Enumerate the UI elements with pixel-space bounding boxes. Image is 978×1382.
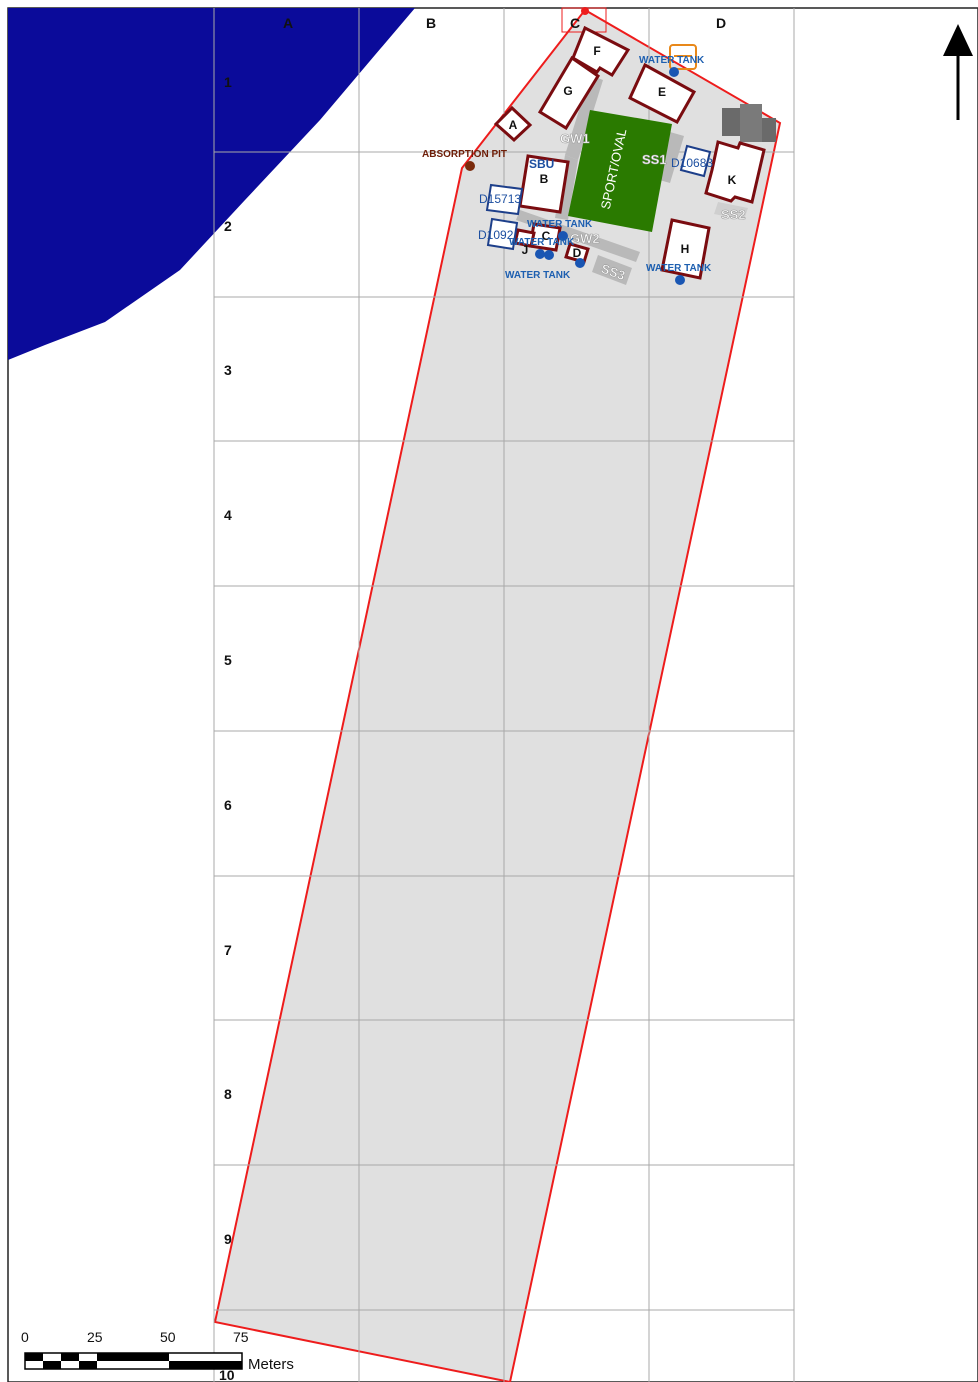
label-ss1: SS1 <box>642 152 667 167</box>
scale-tick-0: 0 <box>21 1329 29 1345</box>
scale-bar: 0 25 50 75 Meters <box>21 1329 294 1373</box>
building-g-label: G <box>563 84 572 98</box>
site-marker-point <box>581 7 589 15</box>
column-label-d: D <box>716 15 726 31</box>
building-d10926-label: D1092 <box>478 228 514 242</box>
building-h <box>660 218 711 280</box>
row-label-10: 10 <box>219 1367 235 1382</box>
row-label-6: 6 <box>224 797 232 813</box>
north-arrow-icon <box>943 24 973 120</box>
row-label-4: 4 <box>224 507 232 523</box>
building-d10683-label: D10683 <box>671 156 713 170</box>
row-label-5: 5 <box>224 652 232 668</box>
building-f-label: F <box>593 44 600 58</box>
water-tank-overlap1-label: WATER TANK <box>527 219 593 230</box>
water-tank-bottom-left-label: WATER TANK <box>505 270 571 281</box>
water-tank-d-point <box>575 258 585 268</box>
building-j <box>513 228 536 248</box>
building-d-label: D <box>573 246 582 260</box>
building-d10926 <box>486 217 519 251</box>
column-label-c: C <box>570 15 580 31</box>
building-j-label: J <box>522 243 529 257</box>
column-label-a: A <box>283 15 293 31</box>
water-tank-bl-point-2 <box>544 250 554 260</box>
building-d15713 <box>485 183 524 216</box>
road-ss3 <box>592 255 632 285</box>
scale-tick-25: 25 <box>87 1329 103 1345</box>
row-label-7: 7 <box>224 942 232 958</box>
building-k <box>704 140 766 204</box>
water-tank-right-label: WATER TANK <box>646 263 712 274</box>
building-g <box>537 55 601 131</box>
water-tank-top-point <box>669 67 679 77</box>
water-tank-right-point <box>675 275 685 285</box>
building-e-label: E <box>658 85 666 99</box>
row-label-2: 2 <box>224 218 232 234</box>
column-label-b: B <box>426 15 436 31</box>
scale-tick-50: 50 <box>160 1329 176 1345</box>
row-label-3: 3 <box>224 362 232 378</box>
row-label-1: 1 <box>224 74 232 90</box>
label-gw2: GW2 <box>570 231 600 246</box>
label-gw1: GW1 <box>560 131 590 146</box>
gray-structures <box>722 104 776 142</box>
building-c-label: C <box>542 229 551 243</box>
scale-unit-label: Meters <box>248 1356 294 1373</box>
label-sbu: SBU <box>529 157 554 171</box>
water-tank-bl-point-1 <box>535 249 545 259</box>
water-body <box>8 8 415 360</box>
road-gw1 <box>565 75 603 160</box>
tank-symbol-top <box>669 44 697 70</box>
absorption-pit-label: ABSORPTION PIT <box>422 149 507 160</box>
scale-tick-75: 75 <box>233 1329 249 1345</box>
row-label-8: 8 <box>224 1086 232 1102</box>
water-tank-overlap2-label: WATER TANK <box>509 237 575 248</box>
road-south <box>516 210 640 262</box>
absorption-pit-point <box>465 161 475 171</box>
building-e <box>628 62 697 124</box>
building-b-label: B <box>540 172 549 186</box>
building-h-label: H <box>681 242 690 256</box>
building-k-label: K <box>728 173 737 187</box>
label-ss2: SS2 <box>721 207 746 222</box>
building-a <box>493 105 533 143</box>
building-d10683 <box>679 144 712 178</box>
building-a-label: A <box>509 118 518 132</box>
road-ss2 <box>714 202 748 220</box>
water-tank-center-point <box>558 231 568 241</box>
water-tank-top-label: WATER TANK <box>639 55 705 66</box>
sport-oval <box>568 110 672 232</box>
building-d15713-label: D15713 <box>479 192 521 206</box>
row-label-9: 9 <box>224 1231 232 1247</box>
